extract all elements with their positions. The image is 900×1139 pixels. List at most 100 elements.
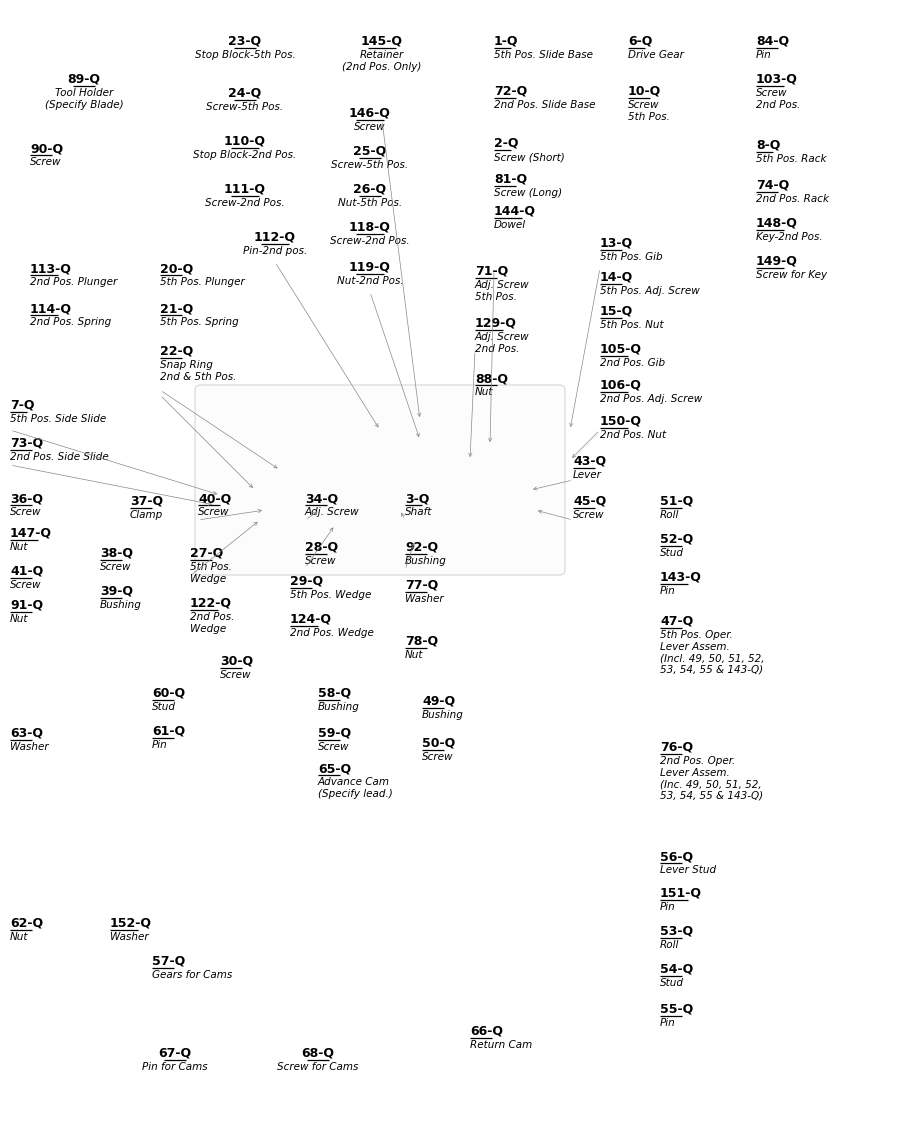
Text: Stop Block-2nd Pos.: Stop Block-2nd Pos. <box>194 150 297 159</box>
Text: 5th Pos. Side Slide: 5th Pos. Side Slide <box>10 413 106 424</box>
Text: Screw (Short): Screw (Short) <box>494 151 565 162</box>
Text: 66-Q: 66-Q <box>470 1025 503 1038</box>
Text: Bushing: Bushing <box>405 556 447 566</box>
Text: 58-Q: 58-Q <box>318 687 351 700</box>
Text: 2nd Pos. Spring: 2nd Pos. Spring <box>30 317 112 327</box>
Text: 92-Q: 92-Q <box>405 541 438 554</box>
Text: 40-Q: 40-Q <box>198 492 231 505</box>
Text: 144-Q: 144-Q <box>494 205 536 218</box>
Text: Stud: Stud <box>660 548 684 558</box>
Text: 110-Q: 110-Q <box>224 136 266 148</box>
Text: 10-Q: 10-Q <box>628 85 662 98</box>
Text: 29-Q: 29-Q <box>290 575 323 588</box>
Text: 68-Q: 68-Q <box>302 1047 335 1060</box>
Text: Roll: Roll <box>660 940 680 950</box>
Text: 72-Q: 72-Q <box>494 85 527 98</box>
Text: Drive Gear: Drive Gear <box>628 50 684 60</box>
Text: Screw-2nd Pos.: Screw-2nd Pos. <box>205 198 284 208</box>
Text: 54-Q: 54-Q <box>660 962 693 976</box>
Text: 148-Q: 148-Q <box>756 218 798 230</box>
Text: Pin: Pin <box>660 585 676 596</box>
Text: 81-Q: 81-Q <box>494 173 527 186</box>
Text: 152-Q: 152-Q <box>110 917 152 931</box>
Text: 147-Q: 147-Q <box>10 527 52 540</box>
Text: Nut: Nut <box>475 387 493 398</box>
Text: 24-Q: 24-Q <box>229 87 262 100</box>
Text: 63-Q: 63-Q <box>10 727 43 740</box>
Text: Screw
2nd Pos.: Screw 2nd Pos. <box>756 88 800 109</box>
Text: 119-Q: 119-Q <box>349 261 391 274</box>
Text: Screw-5th Pos.: Screw-5th Pos. <box>331 159 409 170</box>
Text: 146-Q: 146-Q <box>349 107 391 120</box>
Text: Screw: Screw <box>422 752 454 762</box>
Text: 8-Q: 8-Q <box>756 139 780 151</box>
Text: Screw-2nd Pos.: Screw-2nd Pos. <box>330 236 410 246</box>
Text: Pin for Cams: Pin for Cams <box>142 1062 208 1072</box>
Text: 145-Q: 145-Q <box>361 35 403 48</box>
Text: 50-Q: 50-Q <box>422 737 455 749</box>
Text: 114-Q: 114-Q <box>30 302 72 316</box>
Text: Washer: Washer <box>10 741 49 752</box>
Text: 65-Q: 65-Q <box>318 762 351 775</box>
Text: Pin: Pin <box>152 740 167 749</box>
Text: 143-Q: 143-Q <box>660 571 702 584</box>
Text: 6-Q: 6-Q <box>628 35 652 48</box>
Text: 112-Q: 112-Q <box>254 231 296 244</box>
Text: 122-Q: 122-Q <box>190 597 232 611</box>
Text: 1-Q: 1-Q <box>494 35 518 48</box>
Text: Screw: Screw <box>318 741 349 752</box>
Text: Screw for Key: Screw for Key <box>756 270 827 280</box>
Text: 52-Q: 52-Q <box>660 533 693 546</box>
Text: 89-Q: 89-Q <box>68 73 101 87</box>
Text: 28-Q: 28-Q <box>305 541 338 554</box>
Text: 149-Q: 149-Q <box>756 255 798 268</box>
Text: Bushing: Bushing <box>318 702 360 712</box>
Text: 84-Q: 84-Q <box>756 35 789 48</box>
Text: 21-Q: 21-Q <box>160 302 194 316</box>
Text: Key-2nd Pos.: Key-2nd Pos. <box>756 232 823 241</box>
Text: Snap Ring
2nd & 5th Pos.: Snap Ring 2nd & 5th Pos. <box>160 360 237 382</box>
Text: 2nd Pos. Oper.
Lever Assem.
(Inc. 49, 50, 51, 52,
53, 54, 55 & 143-Q): 2nd Pos. Oper. Lever Assem. (Inc. 49, 50… <box>660 756 763 801</box>
Text: 5th Pos. Wedge: 5th Pos. Wedge <box>290 590 372 600</box>
Text: Screw-5th Pos.: Screw-5th Pos. <box>206 103 284 112</box>
Text: 2nd Pos. Adj. Screw: 2nd Pos. Adj. Screw <box>600 394 702 404</box>
Text: Lever: Lever <box>573 470 602 480</box>
Text: Retainer
(2nd Pos. Only): Retainer (2nd Pos. Only) <box>342 50 422 72</box>
Text: 78-Q: 78-Q <box>405 636 438 648</box>
Text: Adj. Screw
5th Pos.: Adj. Screw 5th Pos. <box>475 280 529 302</box>
Text: 2nd Pos. Plunger: 2nd Pos. Plunger <box>30 277 117 287</box>
Text: 25-Q: 25-Q <box>354 145 387 158</box>
Text: Screw: Screw <box>10 507 41 517</box>
Text: 60-Q: 60-Q <box>152 687 185 700</box>
Text: 5th Pos. Nut: 5th Pos. Nut <box>600 320 663 330</box>
Text: 5th Pos. Rack: 5th Pos. Rack <box>756 154 826 164</box>
Text: Screw: Screw <box>220 670 251 680</box>
Text: Screw: Screw <box>100 562 131 572</box>
Text: Tool Holder
(Specify Blade): Tool Holder (Specify Blade) <box>45 88 123 109</box>
Text: Bushing: Bushing <box>100 600 142 611</box>
Text: 2nd Pos. Wedge: 2nd Pos. Wedge <box>290 628 374 638</box>
Text: Screw (Long): Screw (Long) <box>494 188 562 198</box>
Text: 2nd Pos. Side Slide: 2nd Pos. Side Slide <box>10 452 109 462</box>
Text: 41-Q: 41-Q <box>10 565 43 577</box>
Text: 2nd Pos. Nut: 2nd Pos. Nut <box>600 431 666 440</box>
Text: Pin: Pin <box>660 1018 676 1029</box>
Text: 13-Q: 13-Q <box>600 237 633 249</box>
Text: 5th Pos. Spring: 5th Pos. Spring <box>160 317 238 327</box>
Text: Washer: Washer <box>110 932 148 942</box>
Text: 27-Q: 27-Q <box>190 547 223 560</box>
Text: Screw: Screw <box>10 580 41 590</box>
Text: Lever Stud: Lever Stud <box>660 865 716 875</box>
Text: Stud: Stud <box>660 978 684 988</box>
Text: 39-Q: 39-Q <box>100 585 133 598</box>
Text: Nut-5th Pos.: Nut-5th Pos. <box>338 198 402 208</box>
Text: 151-Q: 151-Q <box>660 887 702 900</box>
Text: 37-Q: 37-Q <box>130 495 163 508</box>
Text: Screw: Screw <box>305 556 337 566</box>
Text: 26-Q: 26-Q <box>354 183 387 196</box>
Text: 59-Q: 59-Q <box>318 727 351 740</box>
Text: 47-Q: 47-Q <box>660 615 693 628</box>
Text: 150-Q: 150-Q <box>600 415 642 428</box>
Text: 34-Q: 34-Q <box>305 492 338 505</box>
Text: Dowel: Dowel <box>494 220 526 230</box>
